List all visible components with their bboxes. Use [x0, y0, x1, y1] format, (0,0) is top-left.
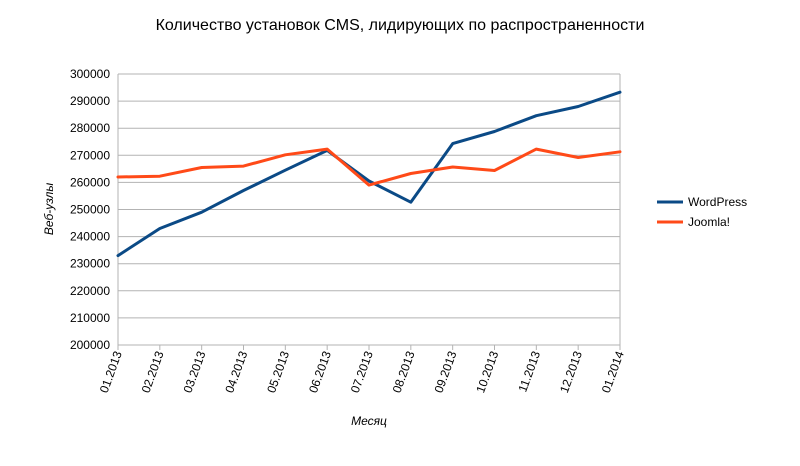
y-tick-label: 250000 — [70, 203, 110, 217]
x-tick-label: 05.2013 — [264, 349, 292, 395]
x-tick-label: 09.2013 — [431, 349, 459, 395]
y-tick-label: 200000 — [70, 338, 110, 352]
y-tick-label: 300000 — [70, 67, 110, 81]
series-lines — [116, 90, 622, 258]
x-tick-label: 11.2013 — [515, 349, 543, 394]
y-tick-label: 230000 — [70, 257, 110, 271]
y-axis-ticks: 200000 210000 220000 230000 240000 250000 2600… — [70, 67, 110, 352]
legend: WordPress Joomla! — [657, 195, 747, 229]
y-tick-label: 290000 — [70, 94, 110, 108]
x-tick-label: 12.2013 — [557, 349, 585, 395]
y-tick-label: 240000 — [70, 230, 110, 244]
x-axis-ticks: 01.2013 02.2013 03.2013 04.2013 05.2013 06.20… — [97, 345, 627, 395]
legend-label: Joomla! — [688, 215, 730, 229]
x-tick-label: 06.2013 — [306, 349, 334, 395]
x-tick-label: 04.2013 — [222, 349, 250, 395]
y-tick-label: 270000 — [70, 148, 110, 162]
x-tick-label: 08.2013 — [390, 349, 418, 395]
x-tick-label: 01.2013 — [97, 349, 125, 395]
series-line-wordpress — [116, 90, 622, 258]
x-tick-label: 01.2014 — [599, 349, 627, 395]
grid-lines — [117, 73, 621, 346]
y-tick-label: 260000 — [70, 175, 110, 189]
x-tick-label: 03.2013 — [180, 349, 208, 395]
y-tick-label: 220000 — [70, 284, 110, 298]
x-tick-label: 02.2013 — [139, 349, 167, 395]
y-tick-label: 280000 — [70, 121, 110, 135]
legend-label: WordPress — [688, 195, 747, 209]
chart-title: Количество установок CMS, лидирующих по … — [156, 17, 645, 34]
x-tick-label: 07.2013 — [348, 349, 376, 395]
x-axis-label: Месяц — [351, 414, 387, 428]
x-tick-label: 10.2013 — [473, 349, 501, 395]
y-tick-label: 210000 — [70, 311, 110, 325]
y-axis-label: Веб-узлы — [42, 183, 56, 236]
